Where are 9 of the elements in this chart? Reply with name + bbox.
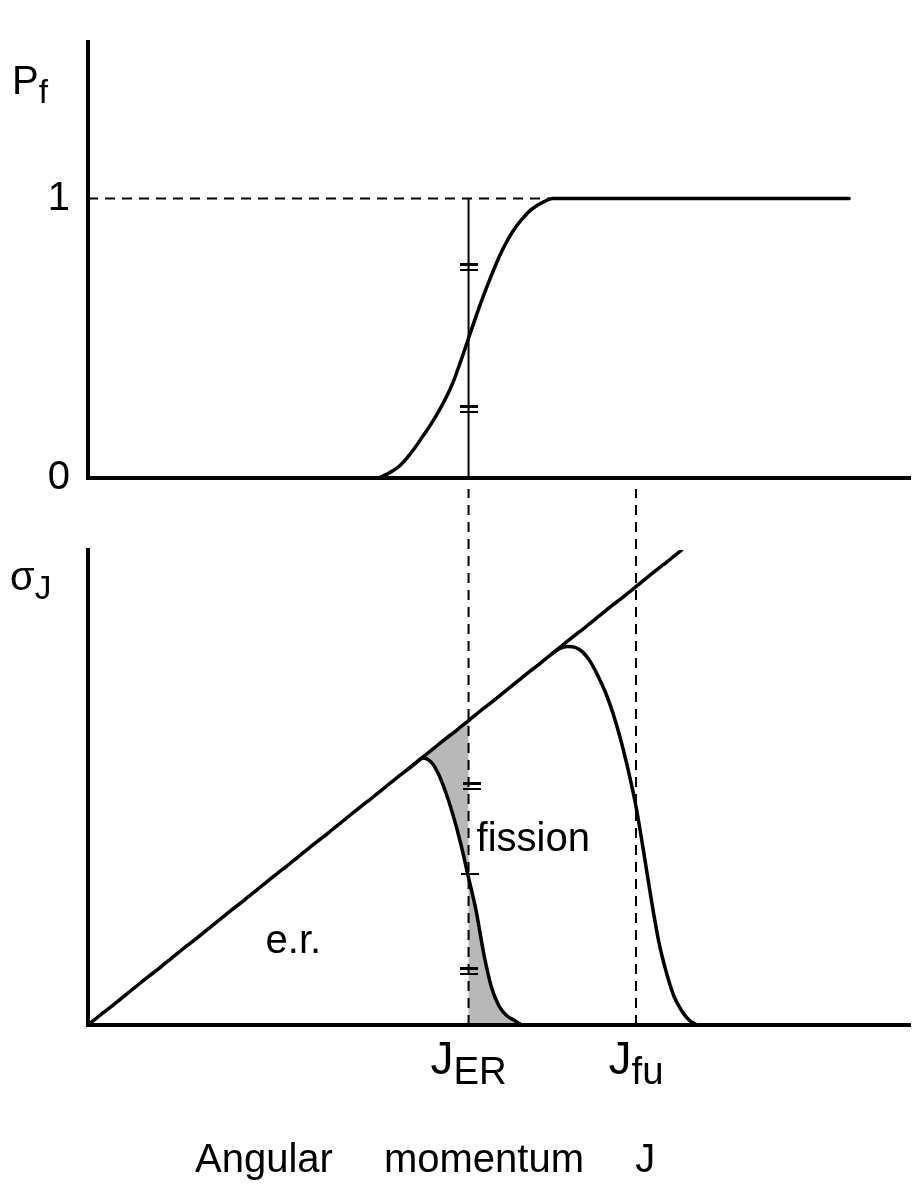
y-tick-label: 0 bbox=[47, 453, 70, 498]
y-axis-title: P$_{f}$ bbox=[12, 58, 48, 110]
annotation: fission bbox=[476, 814, 590, 859]
annotation: e.r. bbox=[265, 916, 322, 961]
x-tick-label: J$_{ER}$ bbox=[430, 1032, 507, 1093]
y-axis-title: σ$_{J}$ bbox=[10, 554, 52, 606]
y-tick-label: 1 bbox=[47, 173, 70, 218]
x-axis-title: Angular momentum J bbox=[195, 1136, 656, 1180]
x-tick-label: J$_{fu}$ bbox=[608, 1032, 664, 1093]
